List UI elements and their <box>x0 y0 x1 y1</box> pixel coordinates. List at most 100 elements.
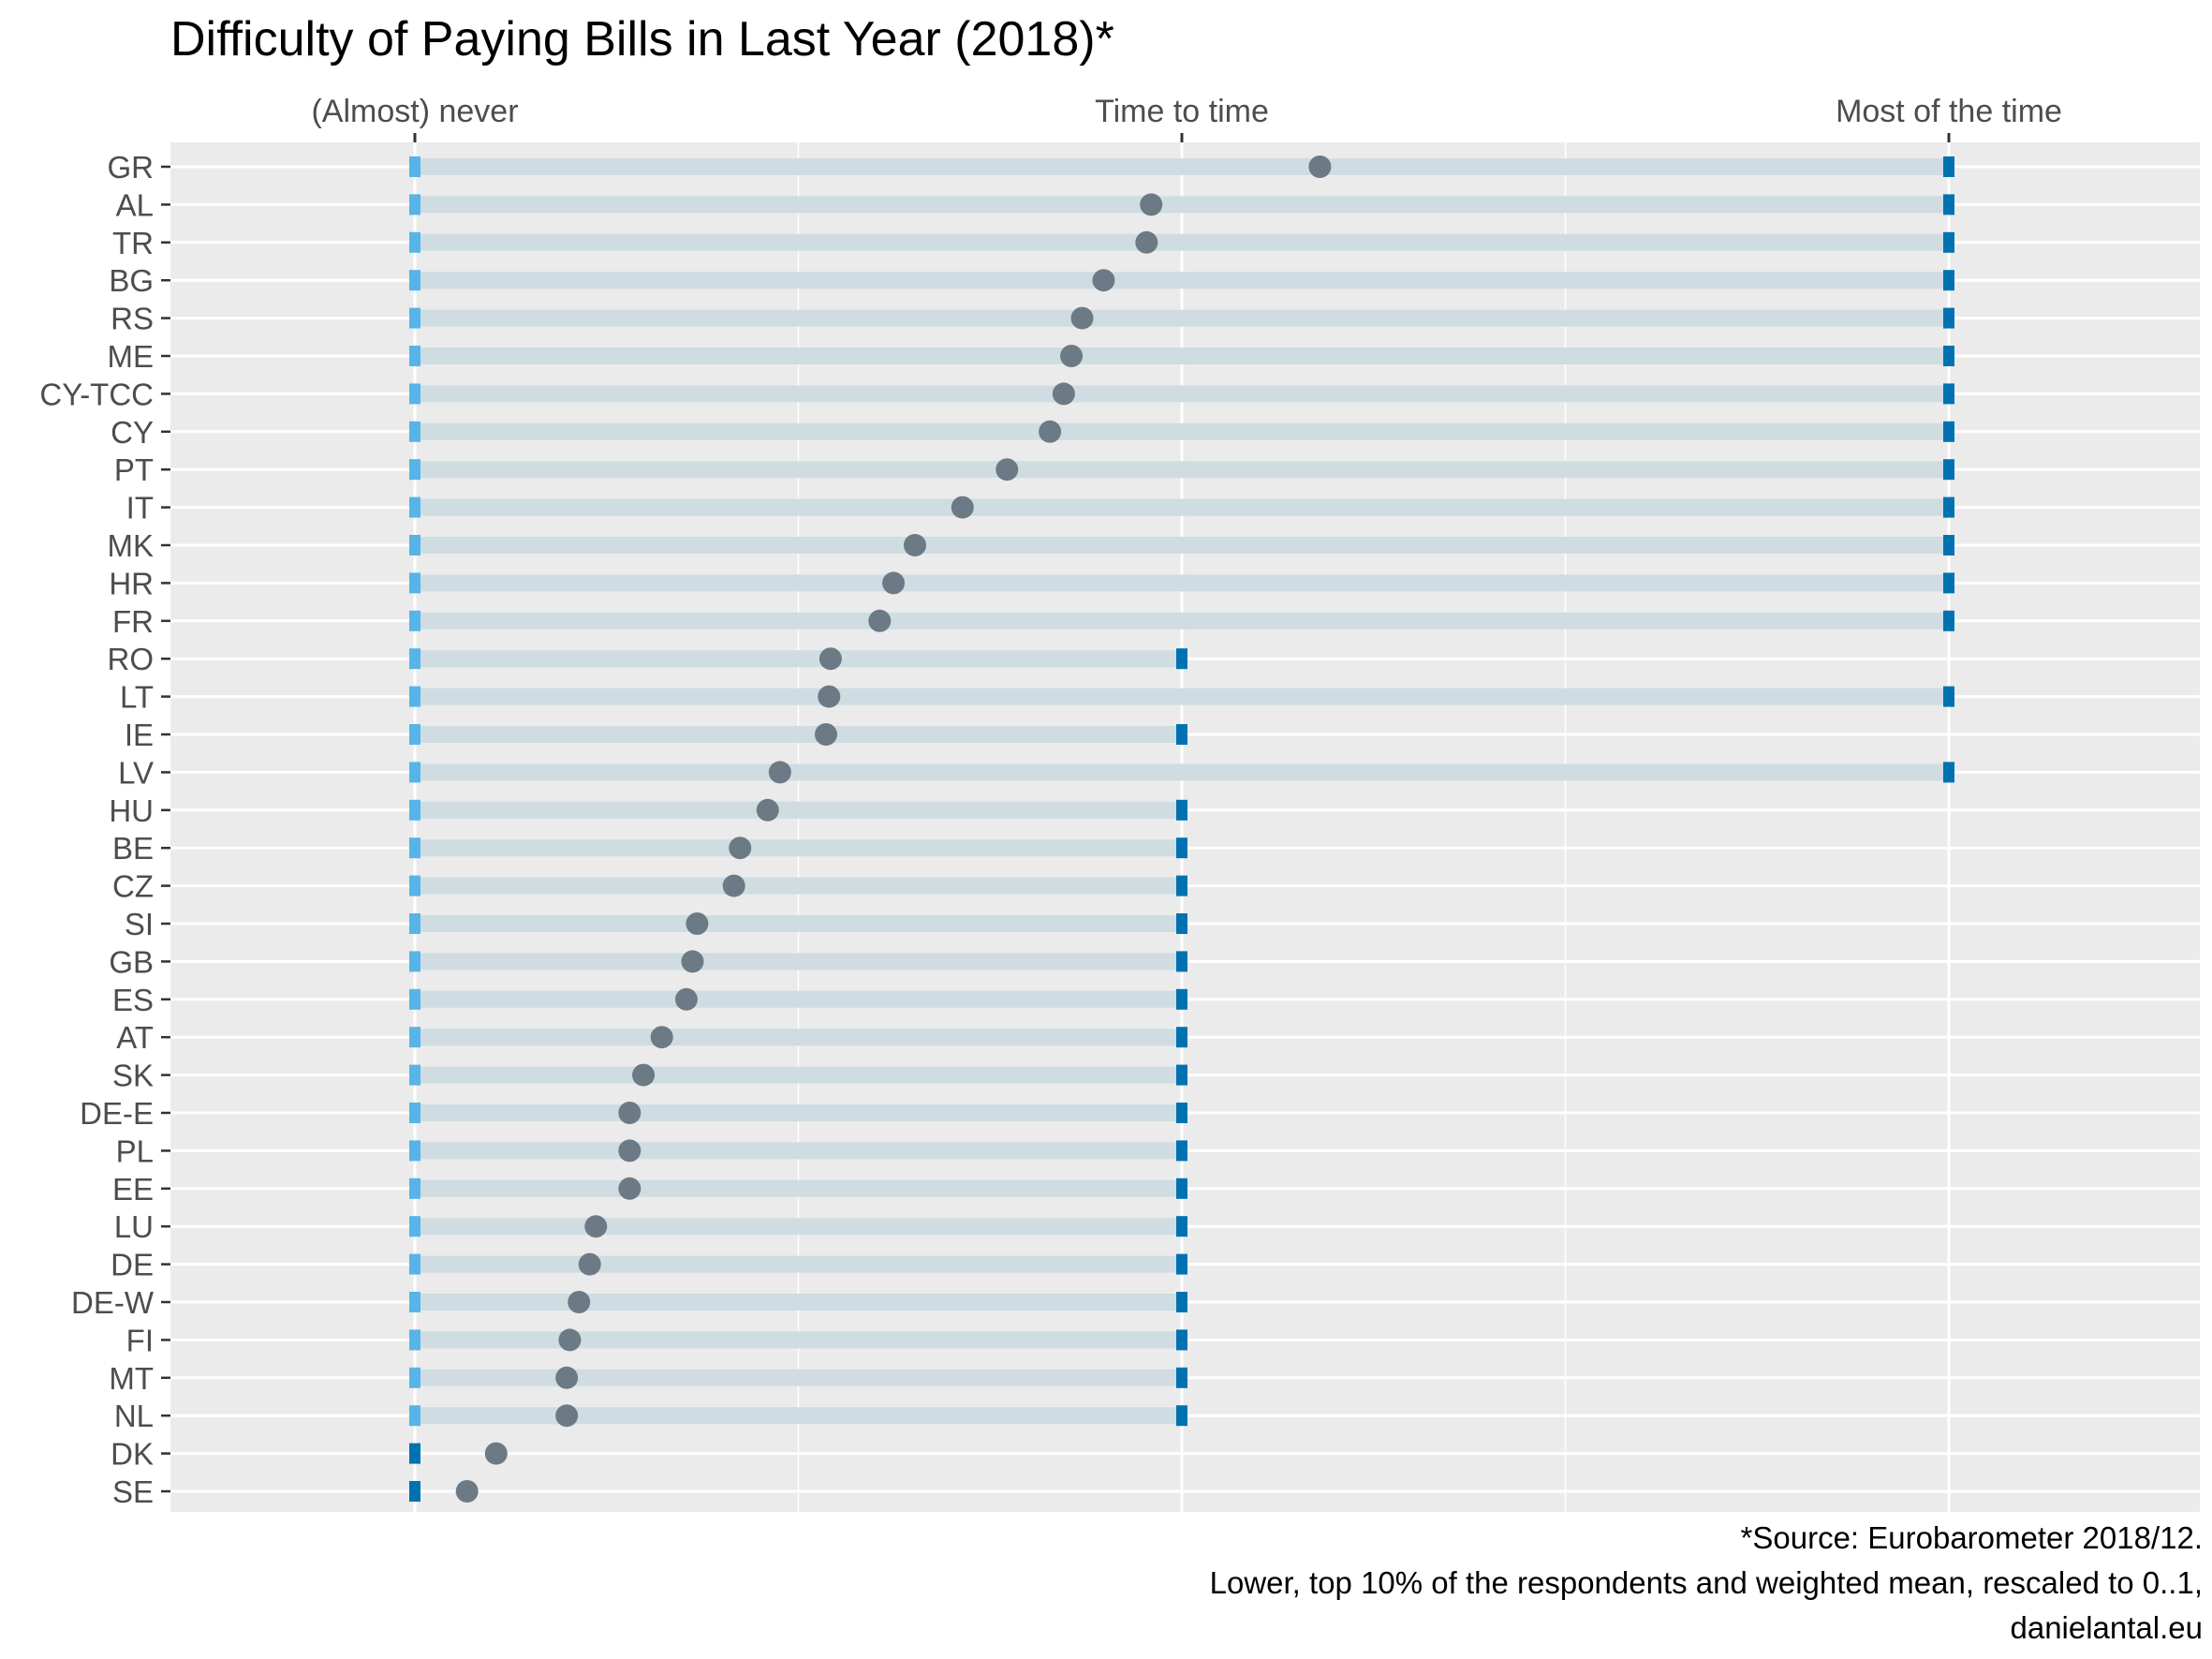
caption-note: Lower, top 10% of the respondents and we… <box>1209 1565 2203 1600</box>
mean-point-cz <box>722 874 745 897</box>
mean-point-rs <box>1070 306 1094 330</box>
lower-marker-es <box>409 988 420 1010</box>
mean-point-cy-tcc <box>1052 382 1075 406</box>
lower-marker-mt <box>409 1367 420 1388</box>
mean-point-de-w <box>568 1291 591 1313</box>
x-tick-label: Time to time <box>1095 94 1269 129</box>
mean-point-ee <box>618 1177 641 1200</box>
lower-marker-mk <box>409 535 420 555</box>
lower-marker-de-e <box>409 1103 420 1123</box>
mean-point-mt <box>555 1366 579 1389</box>
range-bands <box>415 158 1949 1425</box>
mean-point-pl <box>618 1139 641 1163</box>
y-tick-label: CZ <box>112 869 154 904</box>
upper-marker-bg <box>1943 270 1954 291</box>
caption-credit: danielantal.eu <box>2010 1610 2203 1645</box>
y-tick-label: LU <box>114 1209 154 1244</box>
upper-marker-lv <box>1943 762 1954 783</box>
mean-point-ie <box>814 723 837 746</box>
y-tick-label: LT <box>120 680 154 715</box>
y-tick-label: HU <box>109 793 154 828</box>
y-tick-label: ES <box>112 983 154 1017</box>
y-tick-label: EE <box>112 1172 154 1207</box>
upper-marker-lt <box>1943 686 1954 707</box>
lower-marker-de <box>409 1253 420 1275</box>
mean-point-se <box>455 1480 479 1503</box>
lower-marker-al <box>409 194 420 215</box>
lower-marker-gr <box>409 156 420 177</box>
y-tick-label: MK <box>108 528 155 563</box>
x-tick-label: (Almost) never <box>311 94 518 129</box>
x-tick-label: Most of the time <box>1836 94 2062 129</box>
upper-marker-si <box>1176 913 1187 934</box>
upper-marker-de <box>1176 1253 1187 1275</box>
upper-marker-ie <box>1176 724 1187 745</box>
lower-marker-de-w <box>409 1292 420 1312</box>
y-tick-label: BG <box>109 263 154 298</box>
mean-point-dk <box>484 1442 508 1465</box>
lower-marker-ro <box>409 648 420 670</box>
y-tick-label: PL <box>116 1133 154 1168</box>
y-tick-label: CY-TCC <box>39 377 154 411</box>
upper-marker-lu <box>1176 1216 1187 1237</box>
mean-point-ro <box>818 647 842 671</box>
y-tick-label: DE-E <box>80 1096 154 1131</box>
lower-marker-gb <box>409 951 420 972</box>
upper-marker-cy <box>1943 421 1954 442</box>
y-tick-label: DK <box>111 1437 154 1472</box>
mean-point-de <box>578 1252 601 1276</box>
y-tick-label: SE <box>112 1474 154 1509</box>
upper-marker-cz <box>1176 875 1187 896</box>
upper-marker-me <box>1943 346 1954 366</box>
y-tick-label: DE <box>111 1248 154 1282</box>
upper-marker-hu <box>1176 799 1187 821</box>
upper-marker-ro <box>1176 648 1187 670</box>
upper-marker-es <box>1176 988 1187 1010</box>
lower-marker-hu <box>409 799 420 821</box>
lower-marker-si <box>409 913 420 934</box>
y-tick-label: SI <box>125 907 154 941</box>
mean-point-lt <box>818 685 841 708</box>
lower-marker-lv <box>409 762 420 783</box>
mean-points <box>455 156 1332 1503</box>
upper-marker-rs <box>1943 307 1954 329</box>
upper-marker-hr <box>1943 572 1954 594</box>
y-tick-label: ME <box>108 339 155 374</box>
upper-marker-gr <box>1943 156 1954 177</box>
mean-point-fi <box>558 1328 582 1352</box>
lower-marker-it <box>409 496 420 518</box>
y-tick-label: TR <box>112 226 154 260</box>
upper-marker-sk <box>1176 1064 1187 1086</box>
y-tick-label: RO <box>108 642 155 676</box>
y-tick-label: BE <box>112 831 154 866</box>
mean-point-mk <box>903 534 926 556</box>
mean-point-al <box>1140 193 1163 216</box>
y-tick-label: GR <box>108 150 155 185</box>
mean-point-it <box>951 496 974 519</box>
mean-point-nl <box>555 1404 579 1428</box>
mean-point-hu <box>756 798 779 822</box>
mean-point-me <box>1060 345 1084 367</box>
y-tick-label: SK <box>112 1059 154 1093</box>
lower-marker-be <box>409 837 420 859</box>
upper-marker-dk <box>409 1443 420 1464</box>
mean-point-hr <box>882 571 906 595</box>
lower-marker-tr <box>409 231 420 253</box>
range-markers <box>409 156 1954 1502</box>
upper-marker-at <box>1176 1027 1187 1048</box>
y-tick-label: HR <box>109 566 154 600</box>
y-tick-label: MT <box>109 1361 154 1396</box>
y-tick-label: FI <box>126 1323 154 1357</box>
lower-marker-cz <box>409 875 420 896</box>
lower-marker-hr <box>409 572 420 594</box>
lower-marker-bg <box>409 270 420 291</box>
upper-marker-se <box>409 1481 420 1502</box>
mean-point-de-e <box>618 1102 641 1124</box>
lower-marker-fi <box>409 1329 420 1351</box>
mean-point-si <box>686 912 709 935</box>
upper-marker-mt <box>1176 1367 1187 1388</box>
upper-marker-be <box>1176 837 1187 859</box>
plot-panel <box>170 142 2200 1512</box>
